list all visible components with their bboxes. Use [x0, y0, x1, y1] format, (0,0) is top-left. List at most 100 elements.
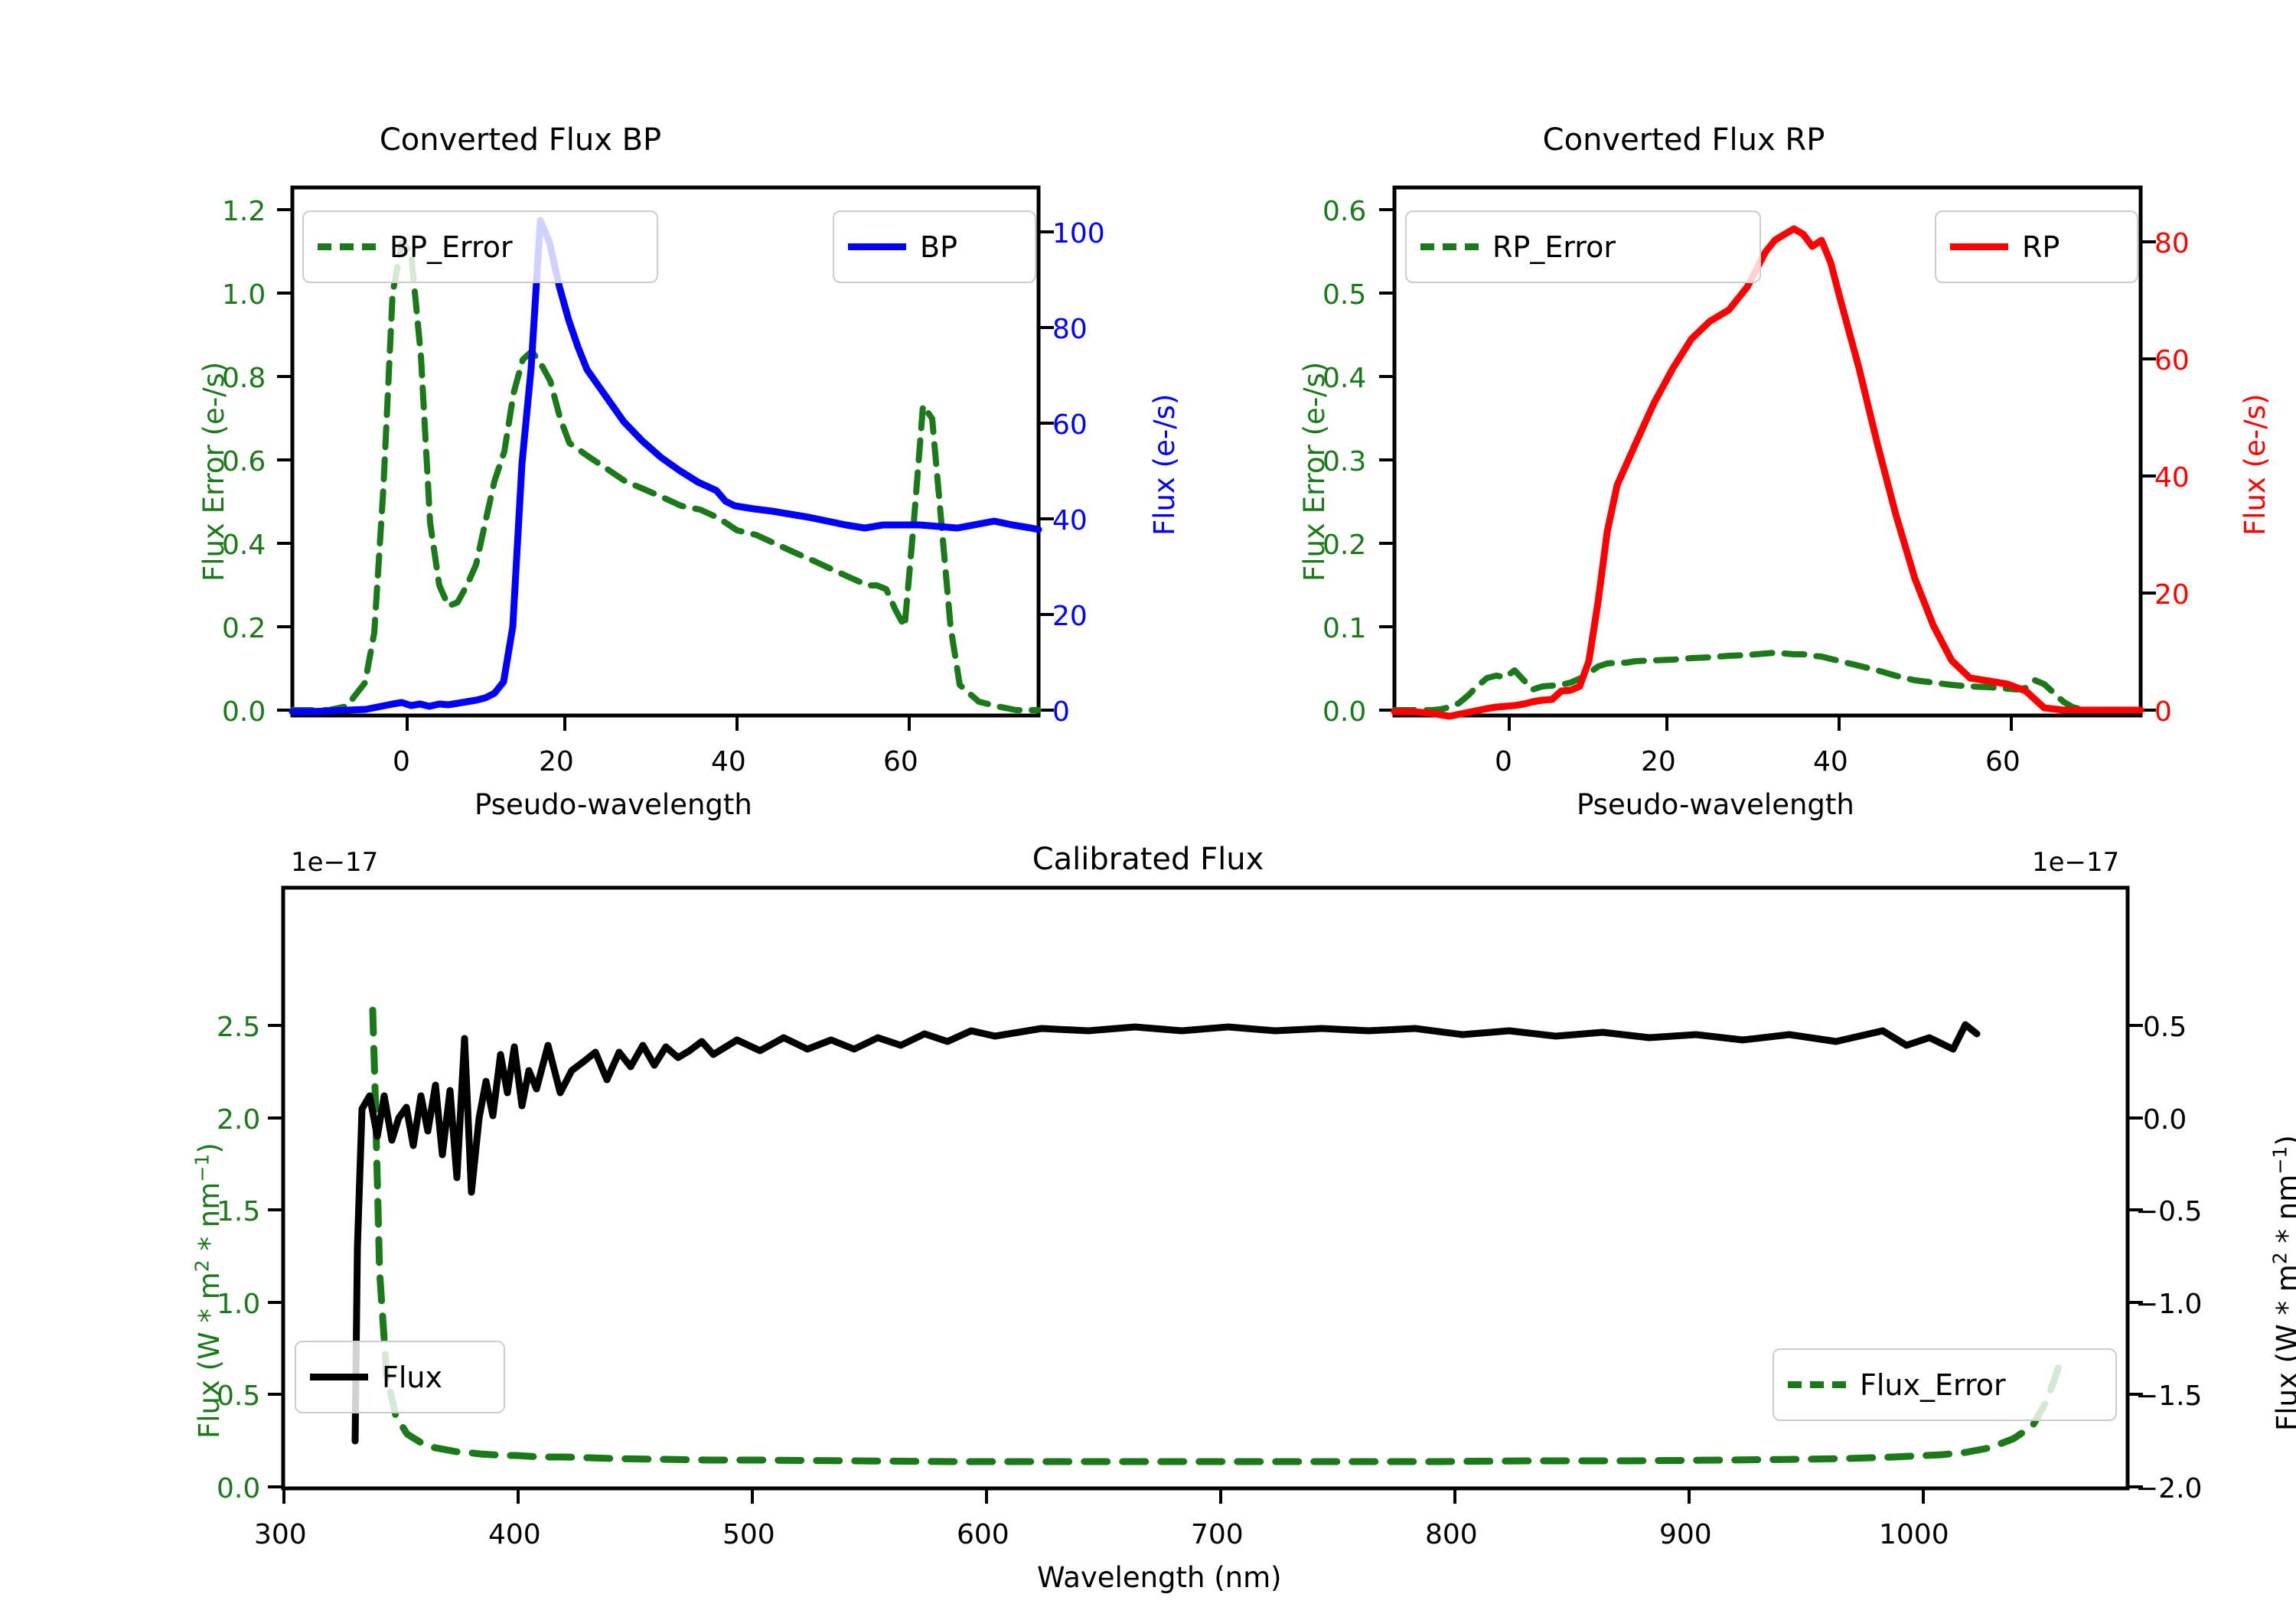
bp-error-legend[interactable]: BP_Error	[302, 210, 658, 283]
calib-xtick-2: 500	[722, 1519, 775, 1550]
bp-xticks	[406, 715, 911, 731]
rp-error-legend-line-icon	[1420, 243, 1479, 250]
calibrated-flux-error-legend[interactable]: Flux_Error	[1773, 1348, 2117, 1421]
panel-calibrated-flux: Calibrated Flux 1e−17 1e−17 0.0 0.5 1.0 …	[0, 826, 2296, 1607]
bp-plot-svg	[277, 185, 1054, 731]
calib-right-yticks	[2128, 1024, 2143, 1488]
rp-ytick-left-0: 0.0	[1322, 696, 1367, 728]
bp-ytick-right-4: 80	[1052, 314, 1088, 345]
rp-ytick-right-2: 40	[2154, 462, 2190, 494]
bp-flux-curve	[289, 217, 1042, 715]
flux-error-legend-line-icon	[1788, 1381, 1846, 1388]
bp-ytick-right-1: 20	[1052, 601, 1088, 632]
rp-left-yticks	[1379, 208, 1394, 712]
bp-ytick-left-6: 1.2	[222, 196, 266, 227]
bp-xaxis-label: Pseudo-wavelength	[475, 788, 752, 821]
rp-ytick-right-0: 0	[2154, 696, 2172, 728]
flux-legend-line-icon	[310, 1374, 368, 1380]
rp-xaxis-label: Pseudo-wavelength	[1577, 788, 1854, 821]
calib-ytick-left-4: 2.0	[217, 1104, 261, 1136]
calib-ytick-right-4: 0.0	[2143, 1104, 2187, 1136]
bp-xtick-2: 40	[711, 746, 746, 777]
bp-axes-frame	[290, 185, 1041, 718]
bp-xtick-0: 0	[393, 746, 410, 777]
bp-ytick-left-5: 1.0	[222, 279, 266, 311]
calib-xtick-6: 900	[1659, 1519, 1712, 1550]
rp-panel-title: Converted Flux RP	[1542, 122, 1825, 158]
calib-xtick-3: 600	[957, 1519, 1009, 1550]
rp-error-curve	[1391, 650, 2144, 713]
calibrated-flux-legend[interactable]: Flux	[295, 1341, 505, 1413]
bp-ytick-left-4: 0.8	[222, 363, 266, 394]
rp-ytick-right-1: 20	[2154, 579, 2190, 611]
bp-legend[interactable]: BP	[833, 210, 1036, 283]
calib-ytick-right-3: −0.5	[2135, 1196, 2203, 1227]
calib-xticks	[282, 1488, 1925, 1504]
bp-ytick-right-5: 100	[1052, 218, 1105, 249]
bp-legend-line-icon	[848, 243, 906, 250]
calib-ytick-right-1: −1.5	[2135, 1380, 2203, 1412]
calibrated-right-offset-text: 1e−17	[2032, 847, 2120, 878]
rp-legend-line-icon	[1950, 243, 2008, 250]
bp-ytick-right-3: 60	[1052, 409, 1088, 441]
rp-xtick-1: 20	[1641, 746, 1676, 777]
rp-ytick-left-3: 0.3	[1322, 446, 1367, 478]
bp-ytick-right-2: 40	[1052, 505, 1088, 536]
panel-converted-flux-bp: Converted Flux BP 0.0 0.2 0.4 0.6 0.8 1.…	[0, 0, 1181, 826]
rp-axes-frame	[1392, 185, 2143, 718]
rp-xtick-2: 40	[1813, 746, 1848, 777]
bp-right-yticks	[1039, 230, 1054, 712]
bp-error-curve	[289, 240, 1042, 713]
calib-ytick-left-3: 1.5	[217, 1196, 261, 1227]
calib-left-yticks	[268, 1024, 283, 1488]
calib-ytick-left-5: 2.5	[217, 1012, 261, 1043]
calib-ytick-left-0: 0.0	[217, 1473, 261, 1504]
bp-ytick-left-2: 0.4	[222, 530, 266, 561]
bp-ytick-left-1: 0.2	[222, 613, 266, 644]
calib-ytick-right-5: 0.5	[2143, 1012, 2187, 1043]
calibrated-plot-svg	[268, 885, 2143, 1504]
bp-ytick-left-0: 0.0	[222, 696, 266, 728]
rp-error-legend[interactable]: RP_Error	[1405, 210, 1761, 283]
bp-ytick-left-3: 0.6	[222, 446, 266, 478]
rp-legend-label: RP	[2022, 230, 2060, 264]
calibrated-left-offset-text: 1e−17	[291, 847, 379, 878]
bp-legend-label: BP	[920, 230, 957, 264]
calib-ytick-left-1: 0.5	[217, 1380, 261, 1412]
rp-legend[interactable]: RP	[1935, 210, 2138, 283]
bp-xtick-3: 60	[883, 746, 918, 777]
calib-ytick-right-2: −1.0	[2135, 1289, 2203, 1320]
rp-right-yticks	[2141, 240, 2156, 712]
flux-error-legend-label: Flux_Error	[1860, 1367, 2006, 1402]
rp-ytick-left-1: 0.1	[1322, 613, 1367, 644]
bp-error-legend-line-icon	[318, 243, 376, 250]
rp-ytick-left-6: 0.6	[1322, 196, 1367, 227]
rp-ytick-left-2: 0.2	[1322, 530, 1367, 561]
calib-ytick-left-2: 1.0	[217, 1289, 261, 1320]
bp-ytick-right-0: 0	[1052, 696, 1070, 728]
bp-left-yticks	[277, 208, 292, 712]
rp-xtick-3: 60	[1985, 746, 2020, 777]
calibrated-panel-title: Calibrated Flux	[1032, 842, 1264, 877]
calib-xtick-5: 800	[1425, 1519, 1478, 1550]
rp-ytick-left-5: 0.5	[1322, 279, 1367, 311]
rp-ytick-left-4: 0.4	[1322, 363, 1367, 394]
rp-xtick-0: 0	[1495, 746, 1512, 777]
calib-xaxis-label: Wavelength (nm)	[1037, 1561, 1282, 1594]
calib-xtick-0: 300	[254, 1519, 307, 1550]
bp-xtick-1: 20	[539, 746, 574, 777]
calibrated-flux-error-curve	[369, 1006, 2066, 1465]
rp-plot-svg	[1379, 185, 2156, 731]
calib-xtick-1: 400	[488, 1519, 541, 1550]
rp-xticks	[1508, 715, 2013, 731]
bp-panel-title: Converted Flux BP	[379, 122, 662, 158]
calib-xtick-7: 1000	[1879, 1519, 1949, 1550]
calibrated-axes-frame	[281, 885, 2130, 1491]
rp-flux-curve	[1391, 225, 2144, 720]
bp-error-legend-label: BP_Error	[390, 230, 513, 264]
rp-ytick-right-4: 80	[2154, 228, 2190, 259]
calib-ytick-right-0: −2.0	[2135, 1473, 2203, 1504]
flux-legend-label: Flux	[382, 1360, 442, 1394]
calib-xtick-4: 700	[1191, 1519, 1244, 1550]
